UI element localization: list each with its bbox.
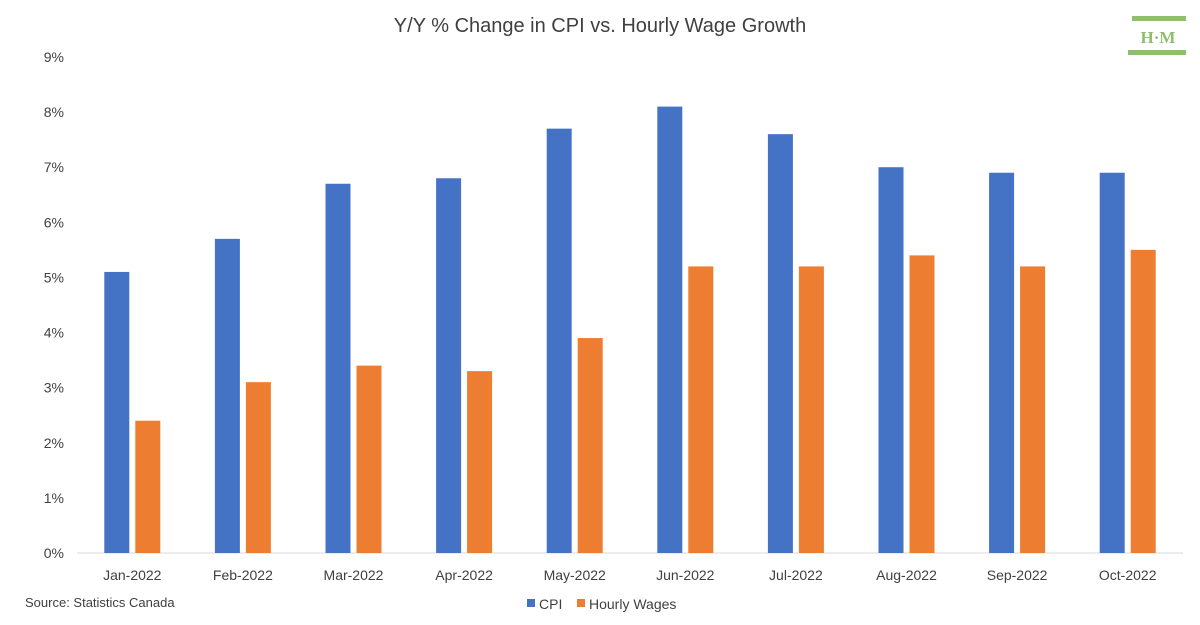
bar-cpi-aug-2022	[878, 167, 904, 553]
logo-top-bar	[1132, 16, 1186, 21]
y-tick-label: 5%	[44, 269, 64, 285]
bar-hourly-wages-aug-2022	[909, 255, 935, 553]
x-tick-label: May-2022	[544, 567, 606, 583]
y-tick-label: 0%	[44, 545, 64, 561]
bar-cpi-jul-2022	[767, 134, 793, 553]
x-tick-label: Jun-2022	[656, 567, 715, 583]
y-axis: 0% 1% 2% 3% 4% 5% 6% 7% 8% 9%	[44, 49, 64, 561]
bar-cpi-jun-2022	[657, 106, 683, 553]
legend-label-hourly-wages: Hourly Wages	[589, 596, 676, 612]
y-tick-label: 3%	[44, 380, 64, 396]
bar-hourly-wages-oct-2022	[1130, 249, 1156, 553]
bar-hourly-wages-apr-2022	[467, 371, 493, 553]
chart-title: Y/Y % Change in CPI vs. Hourly Wage Grow…	[394, 15, 806, 37]
bar-cpi-may-2022	[546, 128, 572, 553]
legend-swatch-cpi	[527, 599, 535, 607]
bar-cpi-feb-2022	[214, 238, 240, 553]
legend: CPI Hourly Wages	[527, 596, 676, 612]
y-tick-label: 6%	[44, 214, 64, 230]
y-tick-label: 7%	[44, 159, 64, 175]
legend-swatch-hourly-wages	[577, 599, 585, 607]
x-axis: Jan-2022 Feb-2022 Mar-2022 Apr-2022 May-2022…	[103, 567, 1157, 583]
logo-text: H·M	[1141, 28, 1176, 47]
legend-label-cpi: CPI	[539, 596, 562, 612]
bar-cpi-mar-2022	[325, 183, 351, 553]
logo-bottom-bar	[1128, 50, 1186, 55]
y-tick-label: 8%	[44, 104, 64, 120]
y-tick-label: 4%	[44, 325, 64, 341]
y-tick-label: 9%	[44, 49, 64, 65]
source-note: Source: Statistics Canada	[25, 595, 175, 610]
bars	[104, 106, 1156, 553]
bar-hourly-wages-may-2022	[577, 338, 603, 553]
bar-hourly-wages-mar-2022	[356, 365, 382, 553]
bar-hourly-wages-feb-2022	[245, 382, 271, 553]
bar-hourly-wages-sep-2022	[1020, 266, 1046, 553]
bar-cpi-jan-2022	[104, 271, 130, 553]
x-tick-label: Mar-2022	[324, 567, 384, 583]
bar-cpi-oct-2022	[1099, 172, 1125, 553]
x-tick-label: Jul-2022	[769, 567, 823, 583]
bar-hourly-wages-jul-2022	[798, 266, 824, 553]
x-tick-label: Feb-2022	[213, 567, 273, 583]
x-tick-label: Sep-2022	[987, 567, 1048, 583]
bar-cpi-apr-2022	[436, 178, 462, 553]
bar-hourly-wages-jan-2022	[135, 420, 161, 553]
x-tick-label: Oct-2022	[1099, 567, 1157, 583]
x-tick-label: Apr-2022	[435, 567, 493, 583]
bar-hourly-wages-jun-2022	[688, 266, 714, 553]
x-tick-label: Jan-2022	[103, 567, 162, 583]
x-tick-label: Aug-2022	[876, 567, 937, 583]
logo: H·M	[1128, 16, 1186, 55]
y-tick-label: 1%	[44, 490, 64, 506]
bar-cpi-sep-2022	[989, 172, 1015, 553]
y-tick-label: 2%	[44, 435, 64, 451]
